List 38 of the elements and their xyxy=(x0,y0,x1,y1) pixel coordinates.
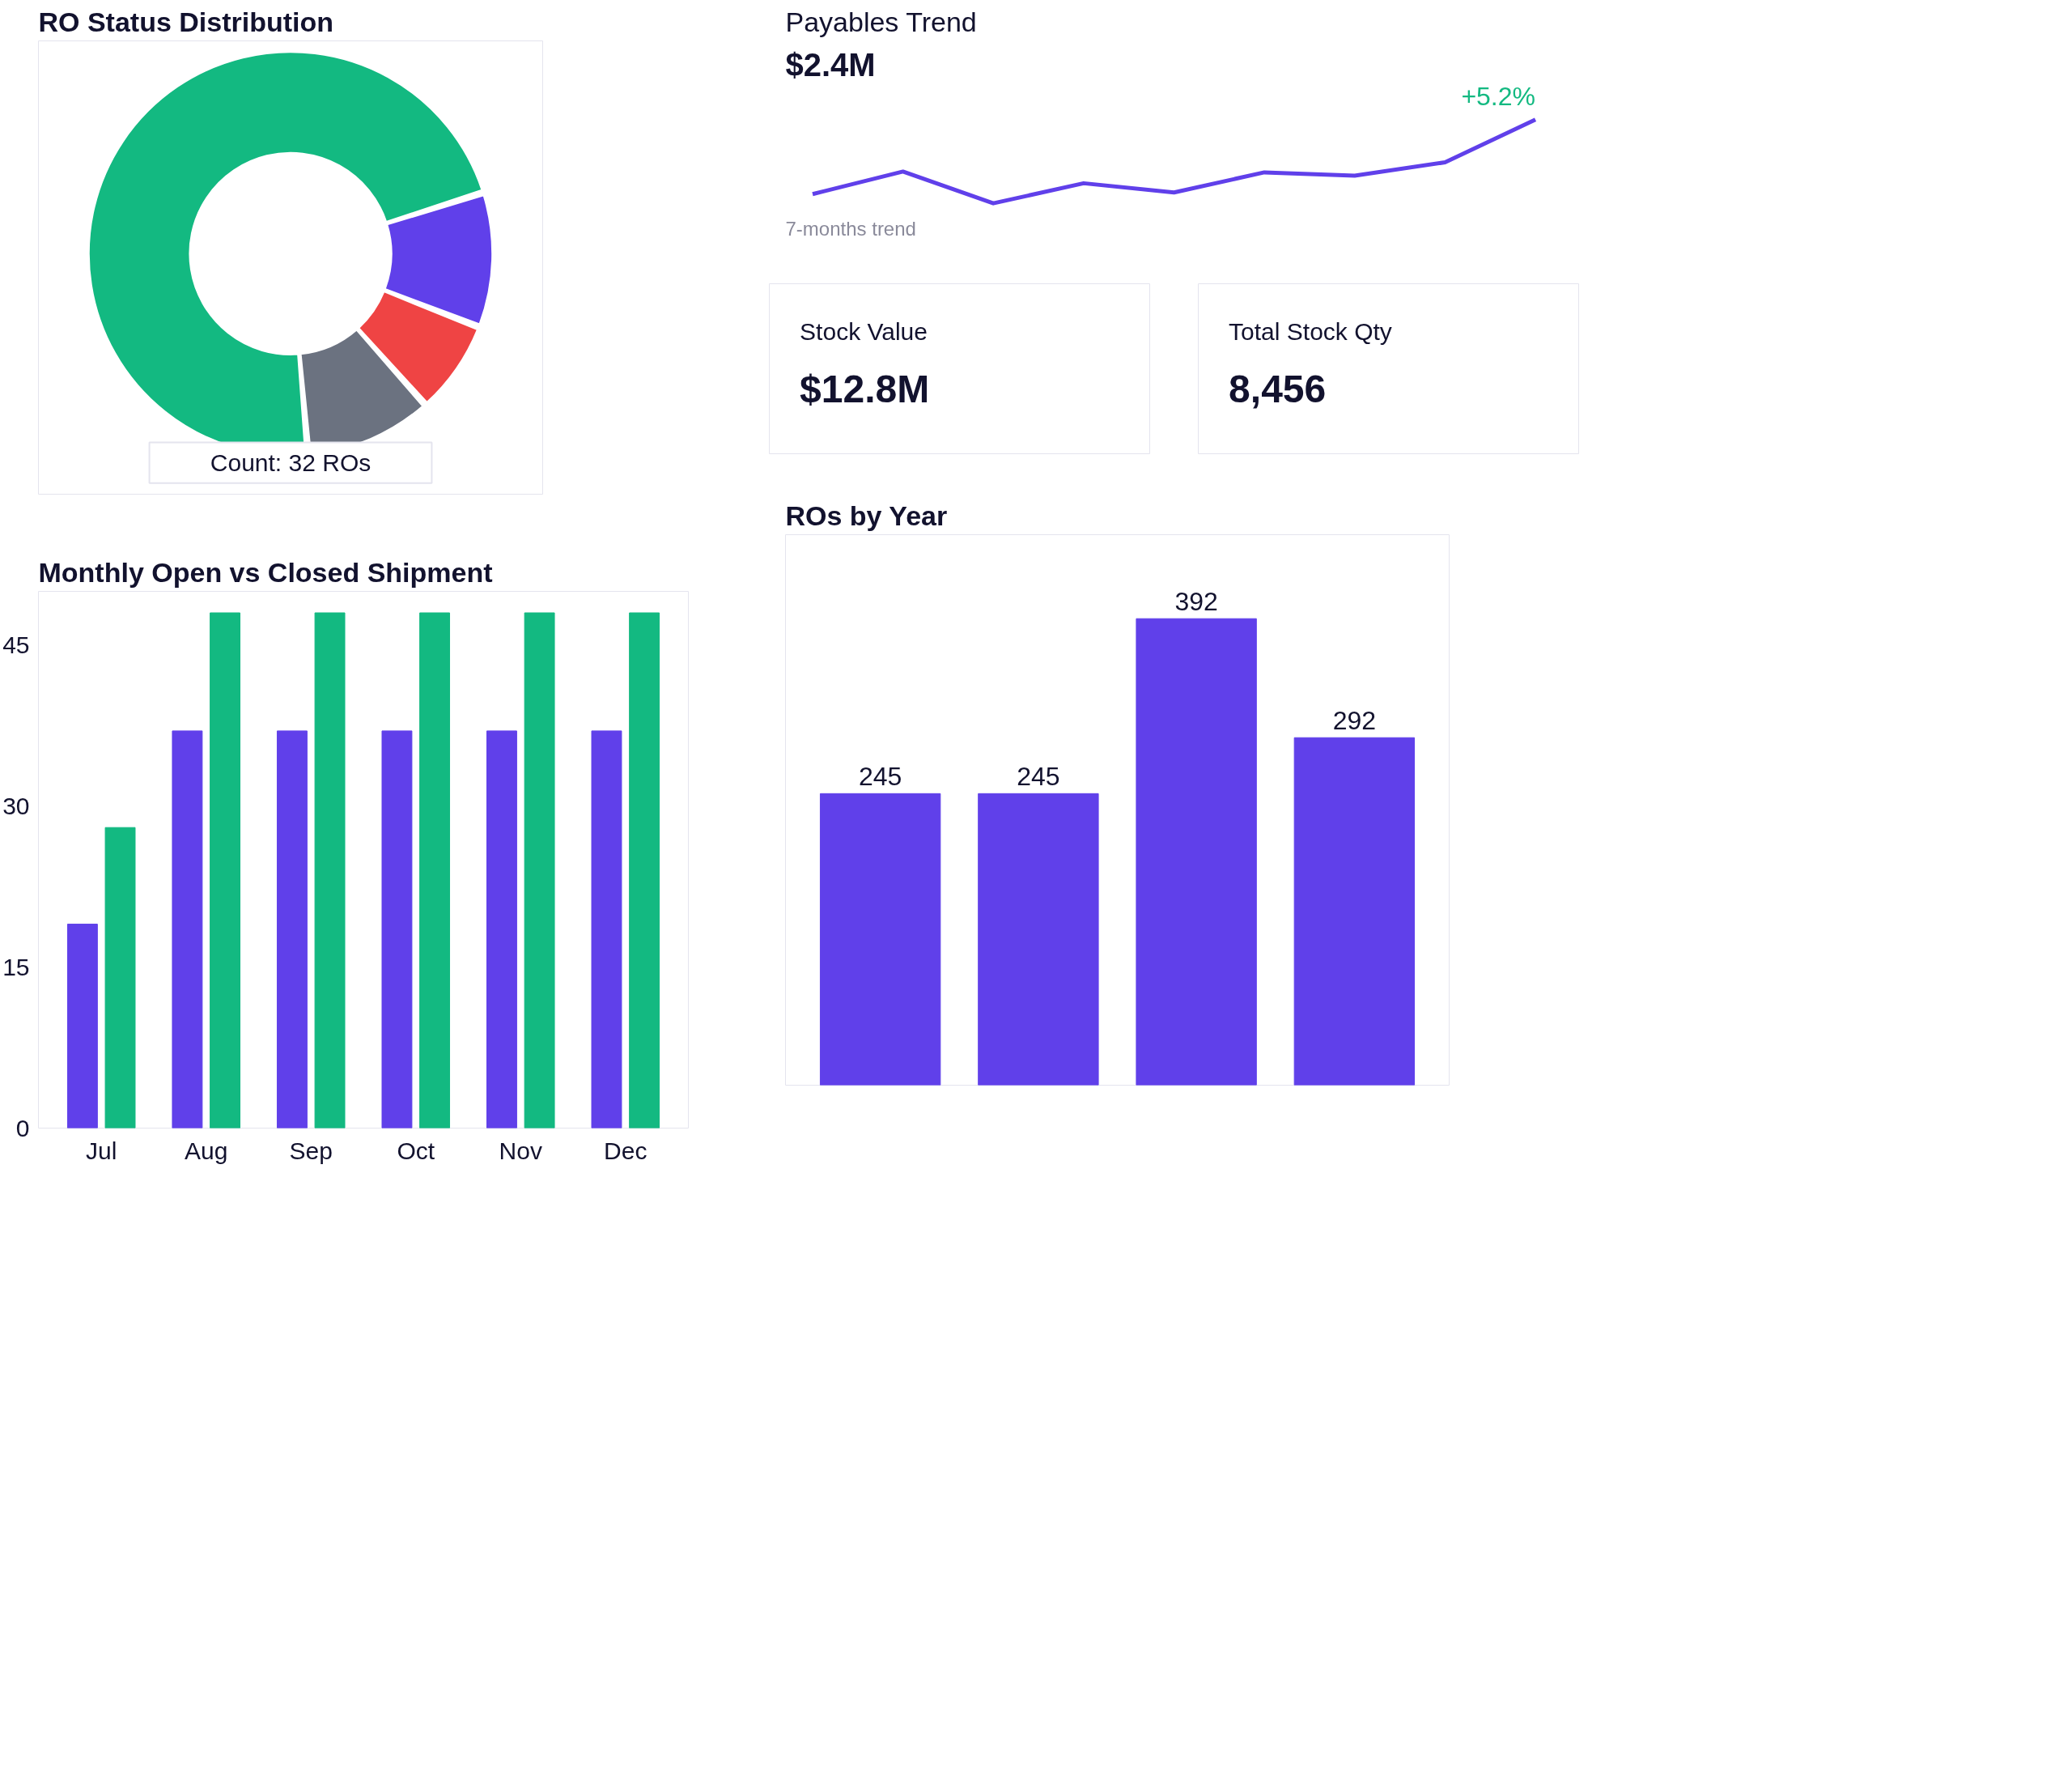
text: +5.2% xyxy=(1461,82,1536,112)
y-tick-label: 0 xyxy=(15,1114,30,1141)
x-tick-label: Oct xyxy=(397,1137,435,1164)
x-tick-label: Sep xyxy=(289,1137,333,1164)
x-tick-label: Jul xyxy=(86,1137,117,1164)
chart-title: ROs by Year xyxy=(785,499,948,531)
bar xyxy=(419,612,451,1129)
x-tick-label: Dec xyxy=(604,1137,648,1164)
x-tick-label: Nov xyxy=(499,1137,542,1164)
bar xyxy=(381,730,413,1129)
text: Total Stock Qty xyxy=(1229,317,1392,345)
chart-title: Payables Trend xyxy=(785,6,977,37)
data-label: 292 xyxy=(1332,706,1377,736)
text: 8,456 xyxy=(1229,368,1327,411)
bar xyxy=(629,612,660,1129)
chart-subtitle: $2.4M xyxy=(785,46,876,83)
bar xyxy=(210,612,240,1129)
y-tick-label: 45 xyxy=(2,631,30,658)
chart-title: RO Status Distribution xyxy=(38,6,334,37)
data-label: 245 xyxy=(1017,762,1060,792)
data-label: 245 xyxy=(858,762,902,792)
bar xyxy=(486,730,517,1129)
chart-title: Monthly Open vs Closed Shipment xyxy=(38,556,493,588)
bar xyxy=(591,730,622,1129)
data-label: 392 xyxy=(1174,587,1218,617)
bar xyxy=(314,612,346,1129)
text: $12.8M xyxy=(800,368,930,411)
x-tick-label: Aug xyxy=(185,1137,228,1164)
y-tick-label: 15 xyxy=(2,953,30,980)
bar xyxy=(276,730,308,1129)
y-tick-label: 30 xyxy=(2,792,30,819)
bar xyxy=(172,730,203,1129)
text: Count: 32 ROs xyxy=(210,449,372,477)
bar xyxy=(524,612,555,1129)
text: Stock Value xyxy=(800,317,928,345)
bar xyxy=(104,827,136,1129)
text: 7-months trend xyxy=(785,217,916,240)
bar xyxy=(66,924,98,1129)
